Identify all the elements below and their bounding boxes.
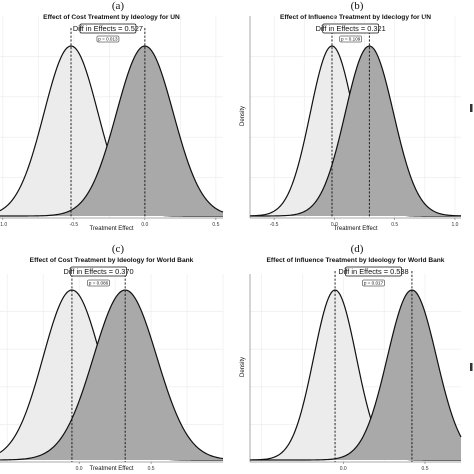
p-box bbox=[87, 279, 110, 287]
panel-letter: (d) bbox=[351, 243, 364, 255]
x-tick-label: 0.5 bbox=[422, 466, 429, 472]
panel-a: (a) Effect of Cost Treatment by Ideology … bbox=[0, 0, 224, 232]
diff-label: Diff in Effects = 0.527 bbox=[73, 24, 143, 33]
p-label: p = 0.109 bbox=[341, 37, 361, 42]
density-area-1 bbox=[0, 290, 223, 460]
diff-box bbox=[79, 23, 137, 34]
x-tick-label: 0.0 bbox=[340, 466, 347, 472]
x-tick-label: 1.0 bbox=[451, 222, 458, 228]
diff-box bbox=[345, 266, 402, 277]
p-box bbox=[362, 279, 385, 287]
x-tick-label: 0.0 bbox=[76, 466, 83, 472]
diff-box bbox=[322, 23, 380, 34]
chart-title: Effect of Cost Treatment by Ideology for… bbox=[43, 14, 180, 21]
panel-letter: (b) bbox=[351, 0, 364, 12]
legend-edge-mark bbox=[470, 104, 473, 112]
p-label: p = 0.013 bbox=[98, 37, 118, 42]
density-line-2 bbox=[250, 45, 462, 217]
diff-label: Diff in Effects = 0.370 bbox=[63, 267, 133, 276]
p-box bbox=[339, 35, 362, 43]
diff-label: Diff in Effects = 0.321 bbox=[316, 24, 386, 33]
chart-title: Effect of Cost Treatment by Ideology for… bbox=[30, 257, 194, 264]
x-axis-title: Treatment Effect bbox=[333, 226, 377, 232]
density-line-2 bbox=[0, 289, 224, 461]
x-tick-label: 0.5 bbox=[391, 222, 398, 228]
x-tick-label: 0.5 bbox=[212, 222, 219, 228]
p-label: p = 0.086 bbox=[89, 281, 109, 286]
panel-c: (c) Effect of Cost Treatment by Ideology … bbox=[0, 243, 224, 472]
density-area-2 bbox=[0, 290, 223, 460]
density-area-2 bbox=[250, 46, 461, 217]
legend-edge-mark bbox=[470, 363, 473, 371]
x-tick-label: -0.5 bbox=[270, 222, 279, 228]
x-tick-label: 0.0 bbox=[141, 222, 148, 228]
x-axis-title: Treatment Effect bbox=[89, 466, 133, 472]
density-area-2 bbox=[250, 290, 461, 460]
density-area-1 bbox=[250, 290, 461, 460]
x-tick-label: 0.0 bbox=[331, 222, 338, 228]
chart-title: Effect of Influence Treatment by Ideolog… bbox=[280, 14, 431, 21]
x-tick-label: -1.0 bbox=[0, 222, 7, 228]
panel-d: (d) Effect of Influence Treatment by Ideo… bbox=[240, 243, 473, 472]
y-axis-title: Density bbox=[240, 106, 246, 126]
panel-letter: (a) bbox=[112, 0, 125, 12]
p-box bbox=[96, 35, 120, 43]
diff-box bbox=[70, 266, 127, 277]
x-tick-label: 0.5 bbox=[148, 466, 155, 472]
density-line-2 bbox=[250, 289, 462, 461]
x-axis-title: Treatment Effect bbox=[89, 226, 133, 232]
density-area-1 bbox=[0, 46, 223, 216]
x-tick-label: -0.5 bbox=[70, 222, 79, 228]
panel-letter: (c) bbox=[112, 243, 125, 255]
y-axis-title: Density bbox=[240, 357, 246, 377]
diff-label: Diff in Effects = 0.538 bbox=[338, 267, 408, 276]
panel-b: (b) Effect of Influence Treatment by Ideo… bbox=[240, 0, 473, 232]
density-line-2 bbox=[0, 45, 224, 217]
chart-title: Effect of Influence Treatment by Ideolog… bbox=[267, 257, 445, 264]
p-label: p = 0.017 bbox=[364, 281, 384, 286]
